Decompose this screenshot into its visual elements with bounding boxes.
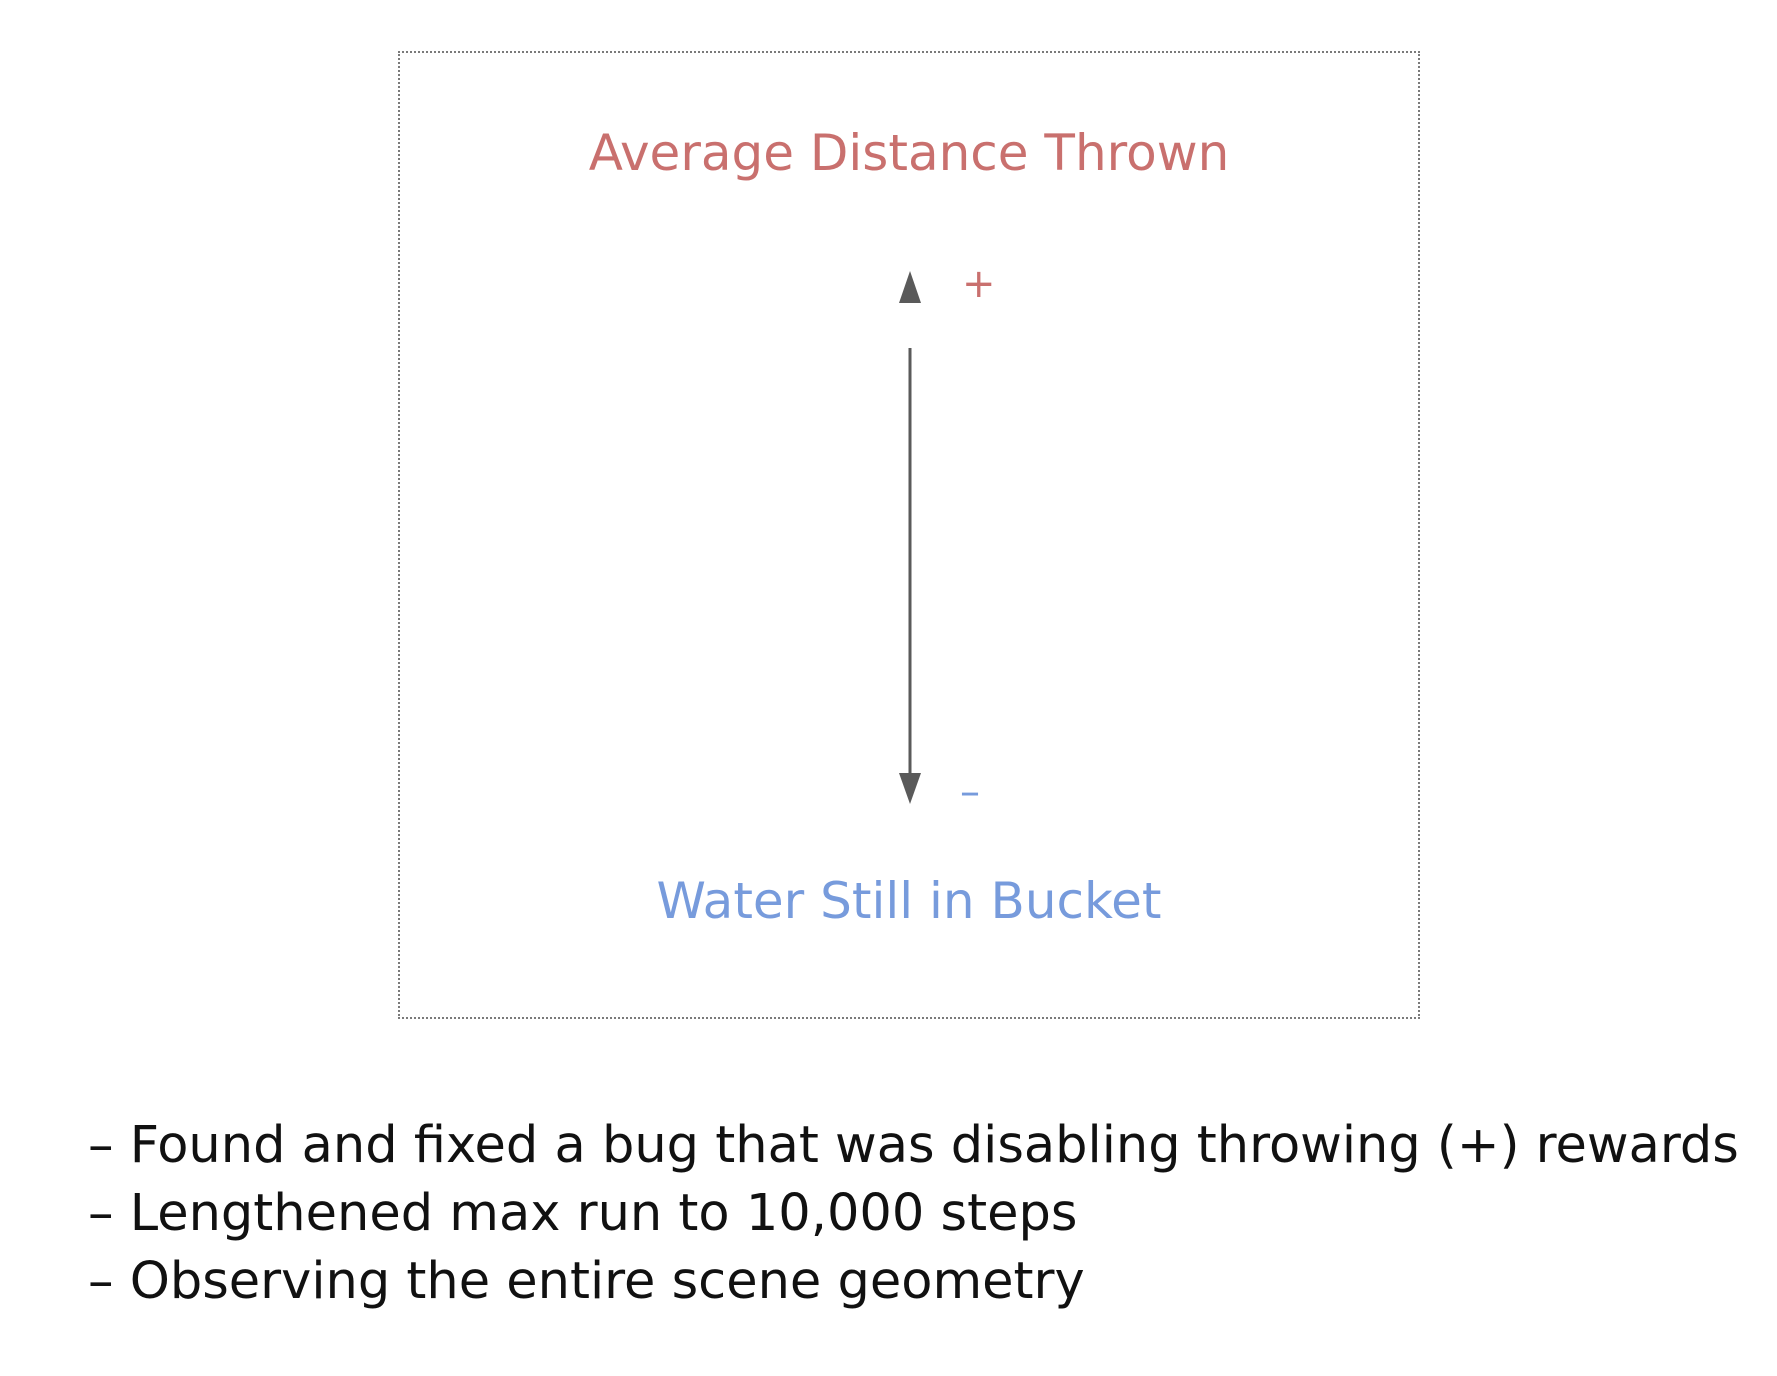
- note-item: – Found and fixed a bug that was disabli…: [88, 1116, 1739, 1175]
- arrow-up-icon: [899, 271, 921, 303]
- notes-list: – Found and fixed a bug that was disabli…: [88, 1112, 1739, 1316]
- minus-sign: –: [960, 769, 980, 815]
- arrow-down-icon: [899, 773, 921, 804]
- top-label: Average Distance Thrown: [588, 124, 1230, 182]
- diagram-frame: Average Distance Thrown + – Water Still …: [398, 51, 1420, 1019]
- plus-sign: +: [962, 261, 996, 307]
- note-item: – Lengthened max run to 10,000 steps: [88, 1184, 1078, 1243]
- note-item: – Observing the entire scene geometry: [88, 1252, 1085, 1311]
- bottom-label: Water Still in Bucket: [656, 872, 1162, 930]
- double-arrow-axis: + –: [899, 261, 996, 815]
